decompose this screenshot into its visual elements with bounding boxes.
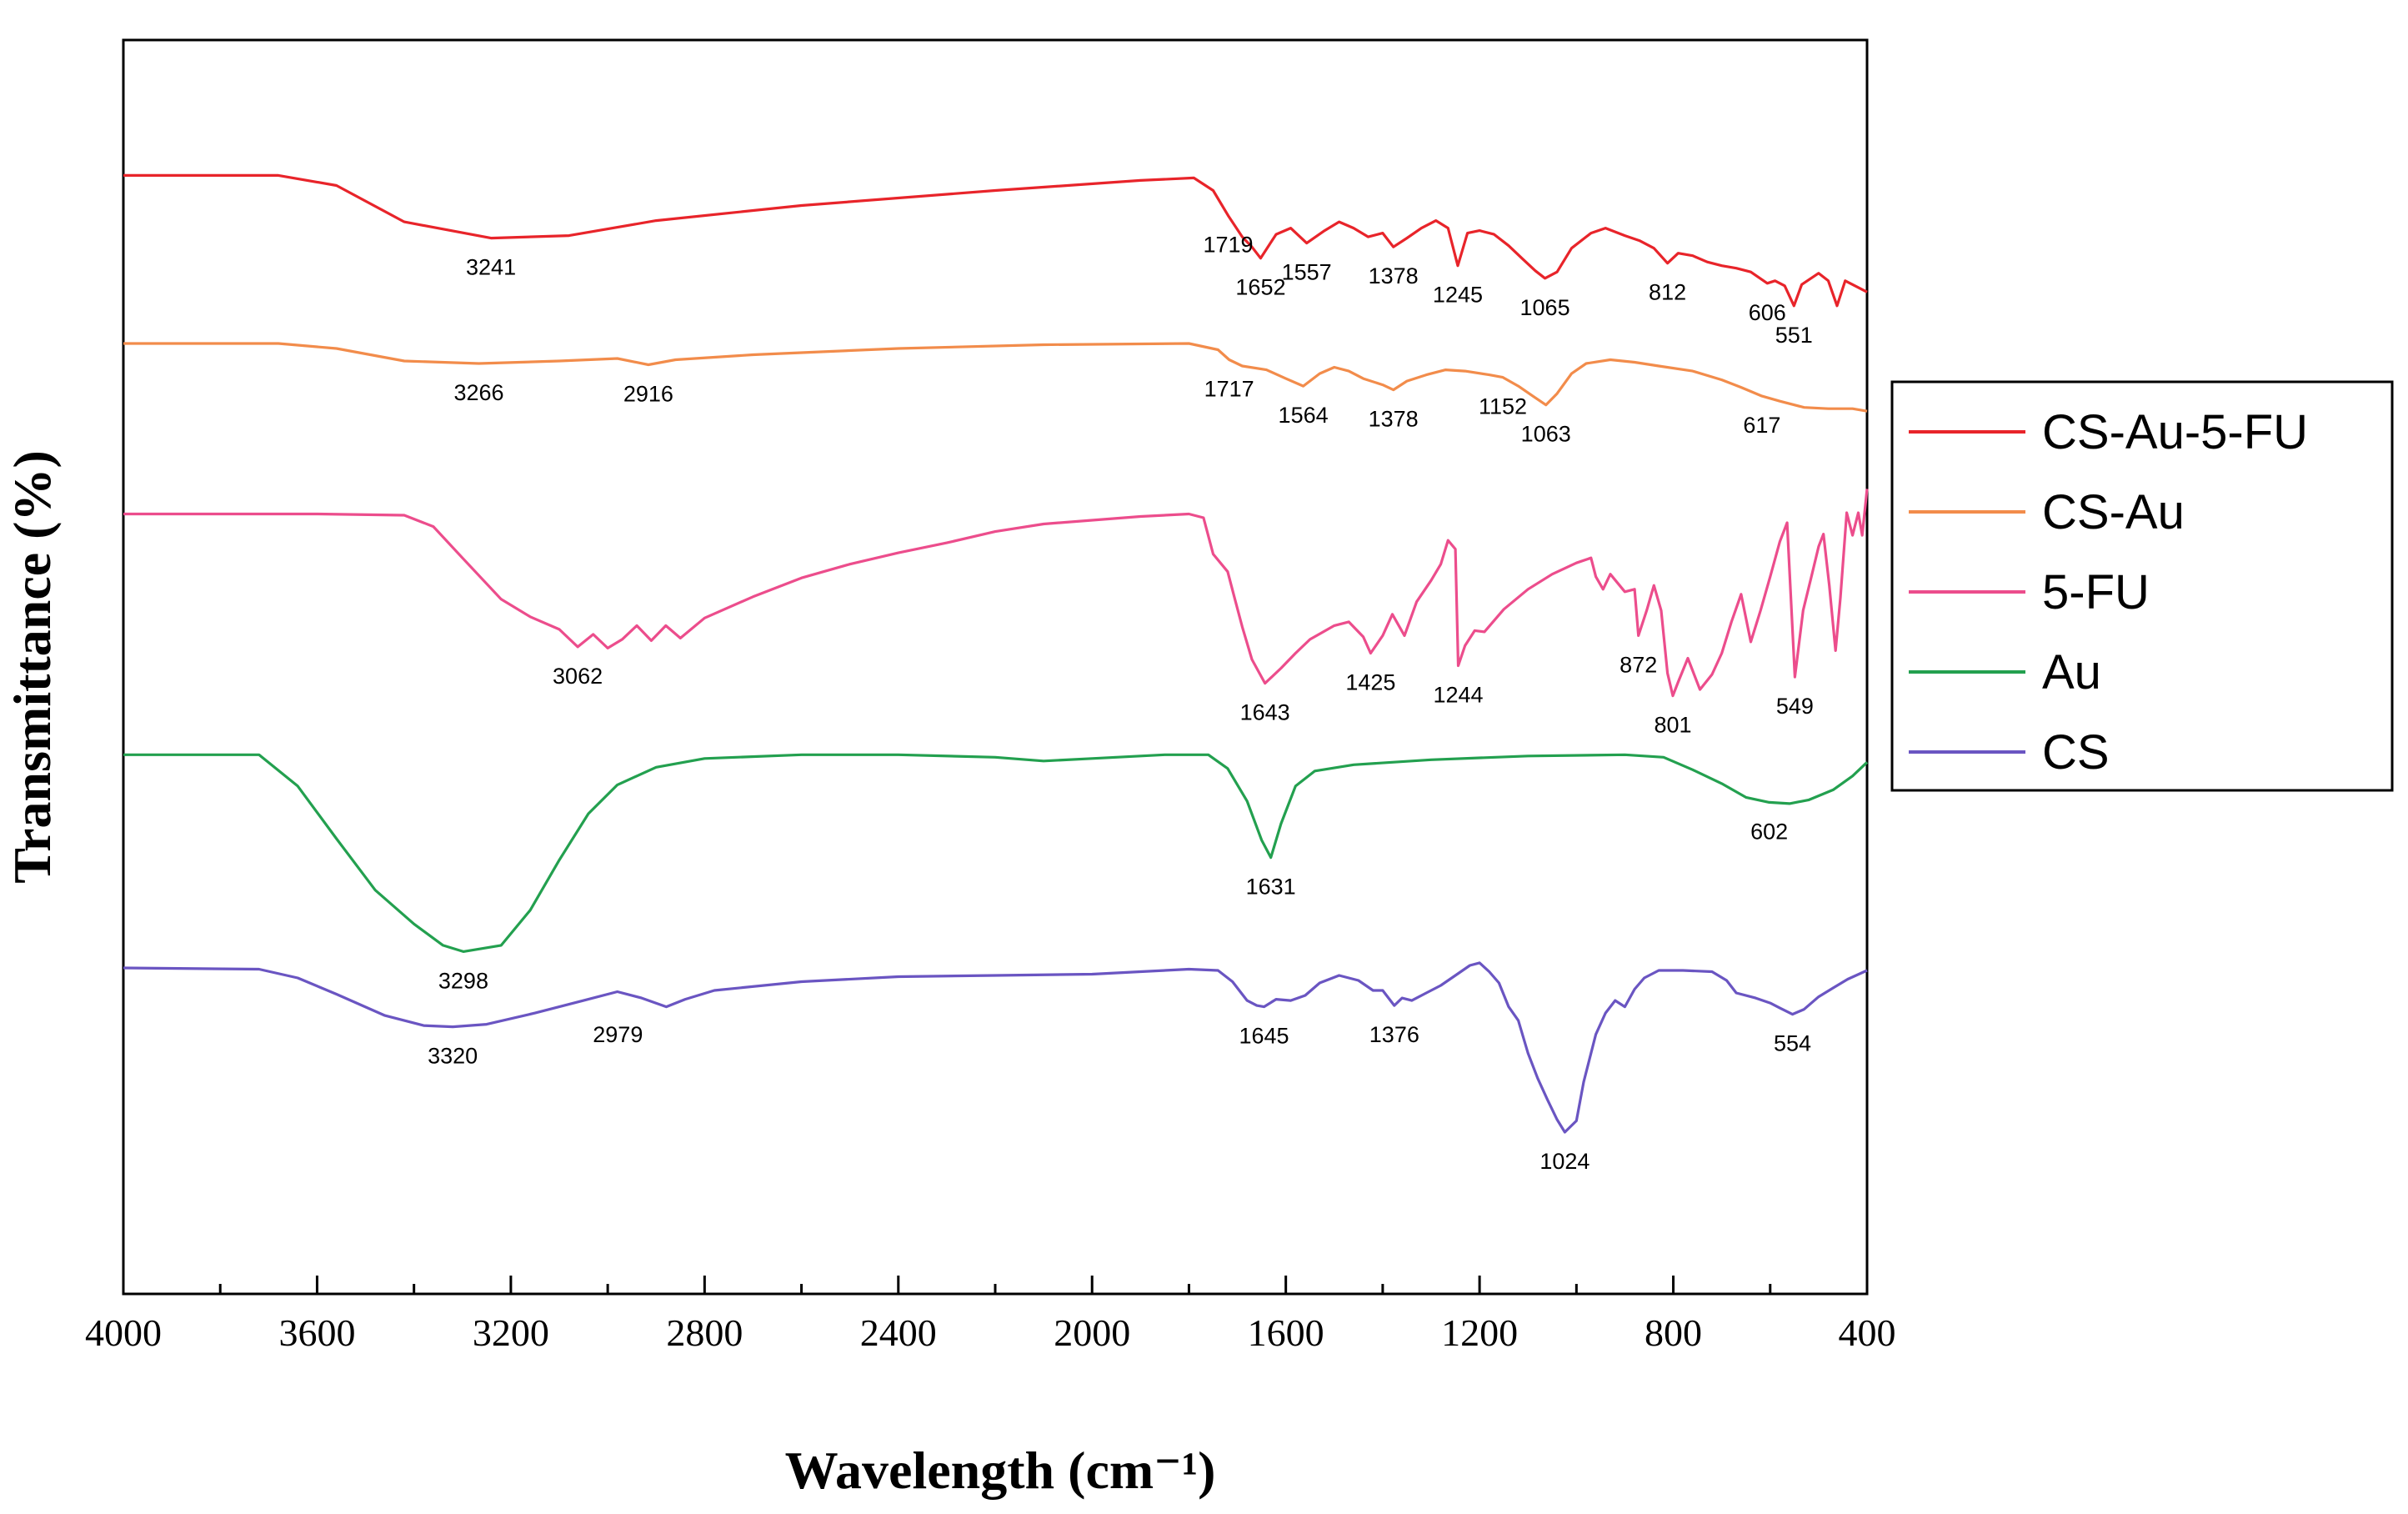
legend-label: Au <box>2042 645 2101 699</box>
peak-label: 554 <box>1774 1031 1811 1056</box>
peak-label: 2916 <box>623 382 673 407</box>
peak-label: 1557 <box>1282 260 1332 285</box>
peak-label: 1376 <box>1369 1022 1419 1047</box>
peak-label: 1065 <box>1520 295 1570 320</box>
x-tick-label: 2400 <box>860 1311 937 1354</box>
peak-label: 1024 <box>1539 1149 1589 1174</box>
x-axis-ticks <box>122 1276 1869 1294</box>
series-line-cs <box>123 961 1868 1134</box>
peak-label: 1645 <box>1239 1024 1289 1049</box>
peak-label: 1244 <box>1434 682 1484 707</box>
peak-label: 1063 <box>1521 422 1571 447</box>
peak-label: 2979 <box>593 1022 643 1047</box>
series-lines <box>123 173 1869 1134</box>
x-tick-label: 3600 <box>278 1311 355 1354</box>
x-axis-tick-labels: 4000 3600 3200 2800 2400 2000 1600 1200 800 400 <box>85 1311 1896 1354</box>
peak-label: 1652 <box>1235 275 1285 300</box>
peak-label: 1643 <box>1240 700 1290 725</box>
peak-label: 3320 <box>428 1044 478 1069</box>
peak-label: 812 <box>1649 280 1686 305</box>
peak-label: 1425 <box>1345 669 1395 694</box>
peak-label: 1152 <box>1479 394 1527 419</box>
peak-label: 617 <box>1743 413 1780 438</box>
peak-label: 602 <box>1750 819 1788 844</box>
peak-label: 551 <box>1775 323 1813 348</box>
x-tick-label: 800 <box>1645 1311 1702 1354</box>
peak-label: 3241 <box>466 255 516 280</box>
y-axis-title: Transmittance (%) <box>3 450 62 884</box>
x-tick-label: 4000 <box>85 1311 162 1354</box>
peak-label: 1378 <box>1369 407 1419 432</box>
peak-label: 1378 <box>1369 263 1419 288</box>
series-line-cs-au-5-fu <box>123 173 1868 308</box>
series-line-cs-au <box>123 342 1868 413</box>
x-tick-label: 400 <box>1839 1311 1896 1354</box>
x-tick-label: 3200 <box>473 1311 549 1354</box>
peak-label: 3266 <box>453 380 503 405</box>
peak-label: 549 <box>1776 694 1814 719</box>
x-tick-label: 1200 <box>1441 1311 1518 1354</box>
peak-label: 1631 <box>1246 875 1296 900</box>
x-tick-label: 2800 <box>666 1311 743 1354</box>
series-line-au <box>123 753 1869 953</box>
peak-label: 1245 <box>1433 283 1483 308</box>
legend: CS-Au-5-FU CS-Au 5-FU Au CS <box>1890 380 2394 792</box>
legend-label: CS-Au <box>2042 485 2185 539</box>
peak-label: 1717 <box>1204 377 1254 402</box>
peak-label: 1564 <box>1279 403 1329 428</box>
peak-label: 1719 <box>1203 233 1253 258</box>
x-axis-title: Wavelength (cm⁻¹) <box>785 1441 1216 1500</box>
peak-label: 3298 <box>438 968 488 993</box>
series-line-5-fu <box>123 489 1869 698</box>
legend-label: 5-FU <box>2042 565 2150 619</box>
peak-label: 872 <box>1620 652 1657 677</box>
peak-label: 606 <box>1749 300 1786 325</box>
legend-label: CS <box>2042 725 2110 780</box>
x-tick-label: 2000 <box>1054 1311 1130 1354</box>
legend-label: CS-Au-5-FU <box>2042 405 2308 459</box>
peak-label: 3062 <box>553 664 603 689</box>
x-tick-label: 1600 <box>1248 1311 1324 1354</box>
legend-box <box>1890 380 2394 792</box>
peak-label: 801 <box>1654 713 1691 738</box>
